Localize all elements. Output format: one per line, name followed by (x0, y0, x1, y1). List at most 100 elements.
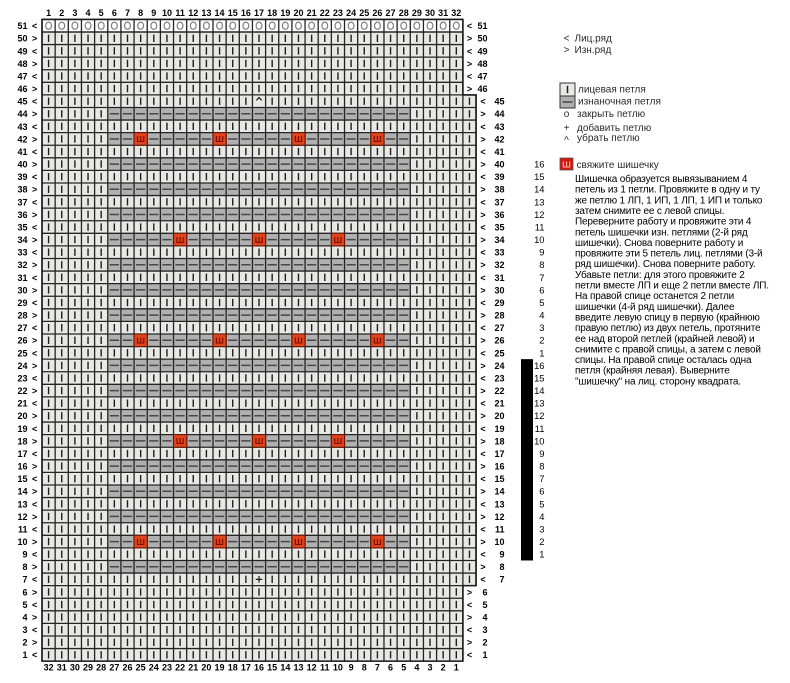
svg-text:1: 1 (482, 650, 487, 660)
svg-text:51: 51 (477, 21, 487, 31)
svg-text:Ш: Ш (136, 134, 145, 144)
svg-text:18: 18 (228, 663, 238, 673)
svg-text:<: < (480, 424, 485, 434)
svg-text:49: 49 (17, 46, 27, 56)
svg-text:38: 38 (17, 185, 27, 195)
svg-text:4: 4 (539, 511, 544, 522)
svg-text:<: < (480, 273, 485, 283)
svg-text:36: 36 (494, 210, 504, 220)
svg-text:19: 19 (17, 424, 27, 434)
svg-text:41: 41 (494, 147, 504, 157)
svg-text:10: 10 (534, 435, 544, 446)
svg-text:25: 25 (17, 348, 27, 358)
svg-text:31: 31 (438, 8, 448, 18)
svg-text:17: 17 (17, 449, 27, 459)
svg-text:24: 24 (149, 663, 159, 673)
svg-text:<: < (32, 524, 37, 534)
svg-text:40: 40 (494, 160, 504, 170)
svg-text:<: < (480, 348, 485, 358)
svg-text:30: 30 (425, 8, 435, 18)
svg-text:<: < (480, 147, 485, 157)
svg-text:12: 12 (534, 410, 544, 421)
svg-text:18: 18 (494, 436, 504, 446)
svg-text:снимите с правой спицы, а зате: снимите с правой спицы, а затем с левой (575, 344, 761, 355)
svg-text:лицевая петля: лицевая петля (578, 84, 646, 95)
svg-text:26: 26 (494, 336, 504, 346)
svg-text:7: 7 (499, 575, 504, 585)
svg-text:>: > (480, 109, 485, 119)
svg-text:введите левую спицу в первую (: введите левую спицу в первую (крайнюю (575, 312, 760, 323)
svg-text:"шишечку" на лиц. сторону квад: "шишечку" на лиц. сторону квадрата. (575, 376, 741, 387)
svg-text:6: 6 (539, 486, 544, 497)
svg-text:11: 11 (535, 423, 545, 434)
svg-text:9: 9 (22, 550, 27, 560)
svg-text:22: 22 (17, 386, 27, 396)
svg-text:<: < (32, 550, 37, 560)
svg-text:<: < (32, 575, 37, 585)
svg-text:>: > (467, 587, 472, 597)
svg-text:>: > (32, 361, 37, 371)
svg-text:37: 37 (494, 197, 504, 207)
svg-text:>: > (32, 311, 37, 321)
svg-text:38: 38 (494, 185, 504, 195)
svg-text:<: < (480, 298, 485, 308)
svg-text:На правой спице останется 2 пе: На правой спице останется 2 петли (575, 291, 734, 302)
svg-text:<: < (480, 197, 485, 207)
svg-text:8: 8 (138, 8, 143, 18)
svg-text:>: > (32, 411, 37, 421)
svg-text:4: 4 (22, 612, 27, 622)
svg-text:>: > (32, 587, 37, 597)
svg-text:ее над второй петлей (крайней: ее над второй петлей (крайней левой) и (575, 334, 754, 345)
svg-text:>: > (480, 462, 485, 472)
svg-text:<: < (32, 97, 37, 107)
svg-text:<: < (564, 34, 570, 45)
svg-text:2: 2 (482, 638, 487, 648)
svg-text:<: < (480, 373, 485, 383)
svg-text:>: > (32, 185, 37, 195)
svg-text:>: > (32, 235, 37, 245)
svg-text:<: < (32, 172, 37, 182)
svg-text:3: 3 (22, 625, 27, 635)
svg-text:Ш: Ш (255, 436, 264, 446)
svg-text:32: 32 (494, 260, 504, 270)
svg-text:17: 17 (494, 449, 504, 459)
svg-text:13: 13 (293, 663, 303, 673)
svg-text:Шишечка образуется вывязывание: Шишечка образуется вывязыванием 4 (575, 173, 748, 185)
svg-text:15: 15 (494, 474, 504, 484)
svg-text:5: 5 (401, 663, 406, 673)
svg-text:убрать петлю: убрать петлю (577, 132, 640, 144)
svg-text:22: 22 (175, 663, 185, 673)
svg-text:7: 7 (539, 473, 544, 484)
svg-text:10: 10 (162, 8, 172, 18)
svg-text:2: 2 (22, 638, 27, 648)
svg-text:15: 15 (534, 171, 544, 182)
svg-text:22: 22 (494, 386, 504, 396)
svg-text:29: 29 (17, 298, 27, 308)
svg-text:29: 29 (494, 298, 504, 308)
svg-text:петли вместе ЛП и еще 2 петли: петли вместе ЛП и еще 2 петли вместе ЛП. (575, 281, 769, 292)
svg-text:28: 28 (494, 311, 504, 321)
svg-text:32: 32 (451, 8, 461, 18)
svg-text:16: 16 (494, 462, 504, 472)
svg-text:26: 26 (122, 663, 132, 673)
svg-text:28: 28 (399, 8, 409, 18)
svg-text:Ш: Ш (136, 537, 145, 547)
svg-text:14: 14 (494, 487, 504, 497)
svg-text:<: < (480, 449, 485, 459)
svg-text:35: 35 (17, 222, 27, 232)
svg-text:41: 41 (17, 147, 27, 157)
svg-text:Ш: Ш (562, 160, 571, 170)
svg-text:16: 16 (534, 159, 544, 170)
svg-text:>: > (480, 361, 485, 371)
svg-text:27: 27 (17, 323, 27, 333)
svg-text:>: > (32, 34, 37, 44)
svg-text:Ш: Ш (373, 537, 382, 547)
svg-text:21: 21 (494, 399, 504, 409)
svg-text:20: 20 (201, 663, 211, 673)
svg-text:6: 6 (482, 587, 487, 597)
svg-text:13: 13 (201, 8, 211, 18)
svg-text:>: > (480, 436, 485, 446)
svg-text:o: o (564, 109, 570, 120)
svg-text:7: 7 (539, 272, 544, 283)
svg-text:<: < (32, 399, 37, 409)
